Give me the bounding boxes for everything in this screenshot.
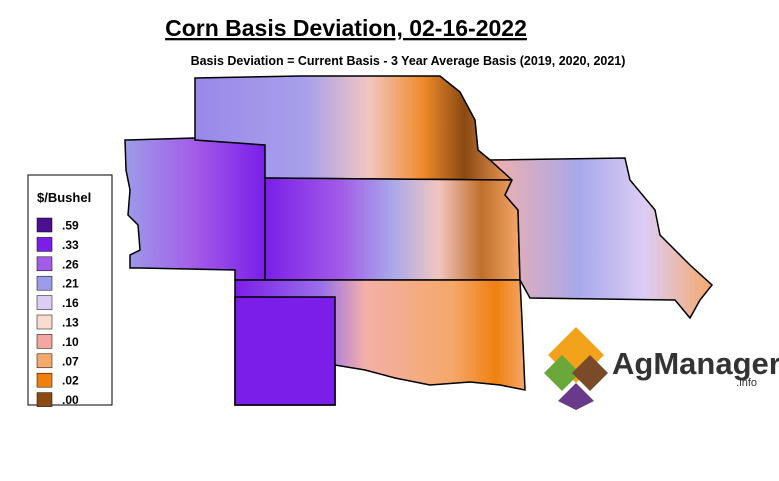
legend-swatch — [36, 314, 53, 330]
legend-swatch — [36, 334, 53, 349]
legend-swatch — [36, 392, 53, 407]
legend-swatch — [36, 237, 53, 252]
legend-swatch — [36, 295, 53, 310]
legend-label: .00 — [62, 393, 79, 407]
region-texas-panhandle — [234, 296, 336, 406]
legend-label: .26 — [62, 257, 79, 271]
legend-label: .21 — [62, 277, 79, 291]
region-kansas — [264, 177, 521, 281]
legend-swatch — [36, 275, 53, 291]
logo-suffix: .info — [736, 377, 757, 389]
legend-label: .59 — [62, 219, 79, 233]
legend-swatch — [36, 353, 53, 369]
legend-label: .13 — [62, 316, 79, 330]
logo-name: AgManager — [612, 346, 779, 381]
legend-swatch — [36, 256, 53, 272]
legend-swatch — [36, 372, 53, 388]
legend-title: $/Bushel — [37, 190, 91, 205]
legend-items: .59 .33 .26 .21 .16 .13 .10 .07 .02 .00 — [36, 217, 79, 407]
logo-icon — [544, 327, 608, 410]
region-colorado — [124, 137, 266, 281]
map-regions — [124, 75, 714, 406]
legend-label: .16 — [62, 296, 79, 310]
legend-label: .10 — [62, 335, 79, 349]
region-missouri — [488, 157, 714, 320]
map-subtitle: Basis Deviation = Current Basis - 3 Year… — [191, 54, 626, 68]
legend-swatch — [36, 217, 53, 233]
legend-label: .02 — [62, 374, 79, 388]
legend-label: .07 — [62, 354, 79, 368]
legend-label: .33 — [62, 238, 79, 252]
map-title: Corn Basis Deviation, 02-16-2022 — [165, 15, 527, 41]
